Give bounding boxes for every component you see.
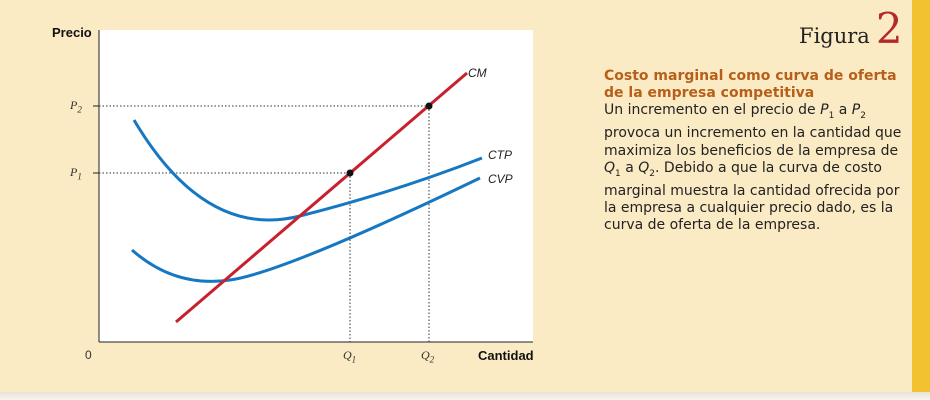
caption-text-3: provoca un incremento en la cantidad que… xyxy=(604,125,902,159)
cm-curve xyxy=(175,71,468,324)
ctp-curve xyxy=(132,119,483,222)
equilibrium-point-2 xyxy=(425,102,433,110)
caption-q2: Q xyxy=(638,159,650,176)
y-axis-label: Precio xyxy=(52,25,92,40)
origin-label: 0 xyxy=(85,348,92,362)
y-tick-p2-letter: P xyxy=(70,98,78,112)
figure-word: Figura xyxy=(799,24,870,48)
caption-p1: P xyxy=(820,102,829,119)
caption-p2: P xyxy=(851,102,861,119)
caption-text-5: . Debido a que la curva de costo margina… xyxy=(604,159,900,234)
x-tick-q2-sub: 2 xyxy=(429,354,435,365)
y-tick-p1-sub: 1 xyxy=(77,171,82,182)
cvp-label: CVP xyxy=(488,172,513,186)
figure-caption: Costo marginal como curva de oferta de l… xyxy=(604,68,904,234)
caption-p1-sub: 1 xyxy=(828,111,835,122)
y-tick-p2: P2 xyxy=(70,98,82,114)
x-tick-q2: Q2 xyxy=(421,348,434,364)
bottom-shadow xyxy=(0,392,930,400)
cm-label: CM xyxy=(468,66,487,80)
caption-text-2: a xyxy=(834,102,852,119)
x-tick-q1: Q1 xyxy=(343,348,356,364)
y-tick-p2-sub: 2 xyxy=(77,104,82,115)
x-axis-label: Cantidad xyxy=(478,348,534,363)
caption-text-4: a xyxy=(620,159,639,176)
equilibrium-point-1 xyxy=(346,169,354,177)
x-tick-q2-letter: Q xyxy=(421,348,430,362)
caption-body: Un incremento en el precio de P1 a P2 pr… xyxy=(604,102,904,234)
caption-p2-sub: 2 xyxy=(860,111,866,122)
cvp-curve xyxy=(131,176,481,283)
ctp-label: CTP xyxy=(488,148,512,162)
caption-q1: Q xyxy=(604,159,616,176)
figure-number: 2 xyxy=(875,4,903,53)
caption-q2-sub: 2 xyxy=(649,168,656,179)
figure-heading: Figura 2 xyxy=(799,8,903,58)
y-tick-p1: P1 xyxy=(70,165,82,181)
x-tick-q1-letter: Q xyxy=(343,348,352,362)
caption-title: Costo marginal como curva de oferta de l… xyxy=(604,68,897,102)
y-tick-p1-letter: P xyxy=(70,165,78,179)
caption-text-1: Un incremento en el precio de xyxy=(604,102,821,119)
caption-q1-sub: 1 xyxy=(615,168,621,179)
accent-sidebar-bar xyxy=(912,0,930,392)
x-tick-q1-sub: 1 xyxy=(351,354,357,365)
